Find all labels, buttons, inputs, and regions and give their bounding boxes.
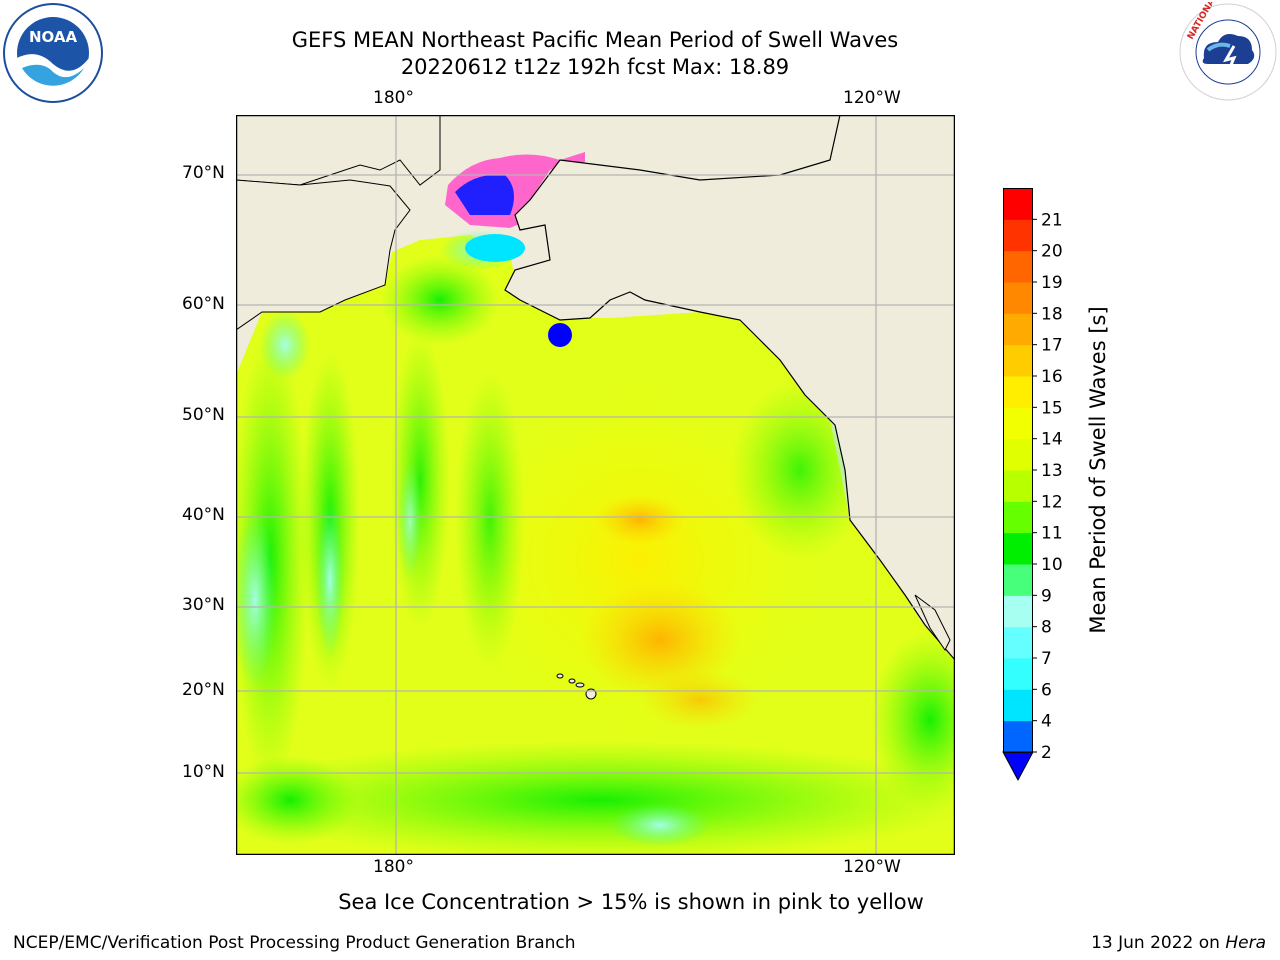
colorbar-tick-label: 12 — [1041, 492, 1063, 512]
colorbar-tick-label: 14 — [1041, 430, 1063, 450]
colorbar-cell — [1003, 376, 1032, 408]
colorbar-tick-label: 21 — [1041, 210, 1063, 230]
lon-label-bottom-120w: 120°W — [843, 857, 901, 877]
colorbar-cell — [1003, 595, 1032, 628]
colorbar-tick-label: 9 — [1041, 586, 1052, 606]
colorbar-tick-label: 20 — [1041, 242, 1063, 262]
colorbar-cell — [1003, 344, 1032, 377]
colorbar-tick-label: 10 — [1041, 555, 1063, 575]
colorbar-cell — [1003, 438, 1032, 471]
colorbar-tick-label: 16 — [1041, 367, 1063, 387]
colorbar-label: Mean Period of Swell Waves [s] — [1086, 306, 1110, 634]
noaa-logo: NOAA — [3, 3, 103, 103]
colorbar-tick-label: 13 — [1041, 461, 1063, 481]
colorbar-tick-label: 17 — [1041, 336, 1063, 356]
lat-label-50n: 50°N — [182, 405, 225, 425]
colorbar-cell — [1003, 689, 1032, 722]
noaa-logo-text: NOAA — [29, 28, 78, 46]
colorbar-tick-label: 15 — [1041, 398, 1063, 418]
colorbar: 2 4 6 7 8 9 10 11 12 13 14 15 16 17 18 19 20 21 — [1002, 188, 1063, 782]
colorbar-cell — [1003, 219, 1032, 252]
colorbar-tick-label: 8 — [1041, 618, 1052, 638]
footer-host: Hera — [1225, 933, 1266, 953]
colorbar-tick-label: 6 — [1041, 680, 1052, 700]
lat-label-10n: 10°N — [182, 762, 225, 782]
lon-label-top-120w: 120°W — [843, 88, 901, 108]
colorbar-cell — [1003, 626, 1032, 659]
footer-date-text: 13 Jun 2022 on — [1091, 933, 1220, 953]
colorbar-cell — [1003, 250, 1032, 283]
footer-producer: NCEP/EMC/Verification Post Processing Pr… — [13, 933, 576, 953]
colorbar-cell — [1003, 313, 1032, 346]
colorbar-cell — [1003, 501, 1032, 534]
colorbar-tick-label: 19 — [1041, 273, 1063, 293]
colorbar-cell — [1003, 470, 1032, 502]
map-panel — [236, 115, 955, 855]
colorbar-cell — [1003, 564, 1032, 596]
colorbar-cell — [1003, 282, 1032, 314]
lat-label-70n: 70°N — [182, 163, 225, 183]
lon-label-top-180: 180° — [373, 88, 414, 108]
chart-title: GEFS MEAN Northeast Pacific Mean Period … — [291, 28, 899, 52]
colorbar-under-arrow — [1002, 751, 1034, 782]
colorbar-tick-label: 18 — [1041, 304, 1063, 324]
map-gridlines — [236, 115, 955, 855]
lat-label-40n: 40°N — [182, 505, 225, 525]
lat-label-60n: 60°N — [182, 294, 225, 314]
colorbar-tick-label: 4 — [1041, 712, 1052, 732]
colorbar-cell — [1003, 658, 1032, 690]
lat-label-20n: 20°N — [182, 680, 225, 700]
colorbar-tick-label: 7 — [1041, 649, 1052, 669]
footer-date: 13 Jun 2022 on Hera — [1091, 933, 1266, 953]
nws-logo: NATIONAL WEATHER SERVICE — [1179, 2, 1277, 101]
colorbar-cell — [1003, 532, 1032, 565]
chart-subtitle: 20220612 t12z 192h fcst Max: 18.89 — [400, 55, 790, 79]
colorbar-cell — [1003, 188, 1032, 220]
colorbar-cell — [1003, 720, 1032, 753]
lon-label-bottom-180: 180° — [373, 857, 414, 877]
lat-label-30n: 30°N — [182, 595, 225, 615]
sea-ice-note: Sea Ice Concentration > 15% is shown in … — [338, 890, 924, 914]
colorbar-tick-label: 2 — [1041, 743, 1052, 763]
colorbar-tick-label: 11 — [1041, 524, 1063, 544]
colorbar-cell — [1003, 407, 1032, 440]
